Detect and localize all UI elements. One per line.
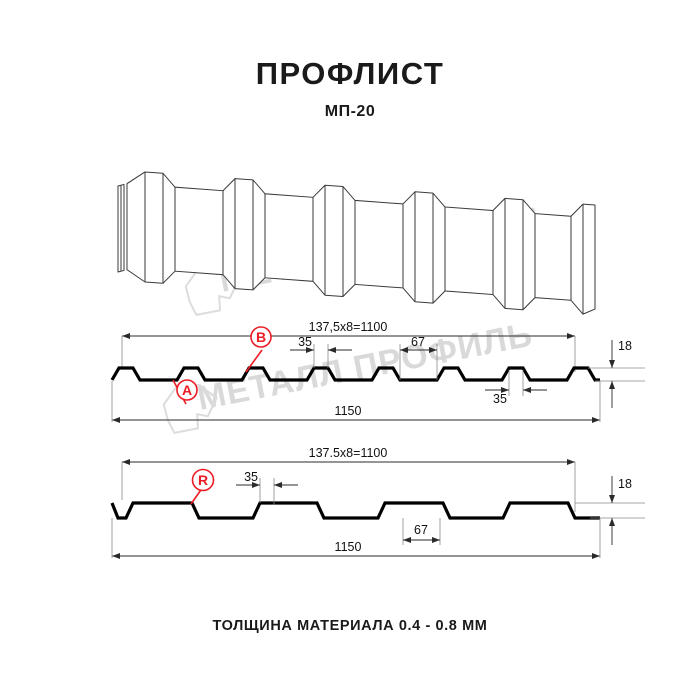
- dimension-rib-width-upper: 35: [290, 335, 352, 368]
- marker-r: R: [190, 468, 215, 505]
- profile-outline: [110, 501, 600, 520]
- dimension-bottom-width: 1150: [111, 518, 601, 559]
- dimension-label-width: 1150: [335, 540, 362, 554]
- dimension-label-pitch: 137.5x8=1100: [309, 446, 388, 460]
- dimension-label-pitch: 137,5x8=1100: [309, 320, 388, 334]
- dimension-label-valley-width: 67: [411, 335, 425, 349]
- dimension-height: 18: [575, 476, 645, 545]
- product-model-label: МП-20: [324, 103, 376, 120]
- dimension-label-height: 18: [618, 477, 632, 491]
- dimension-label-width: 1150: [335, 404, 362, 418]
- dimension-label-valley-width: 67: [414, 523, 428, 537]
- dimension-valley-width: 67: [402, 518, 441, 545]
- dimension-valley-width: 67: [399, 335, 438, 380]
- profile-outline: [110, 366, 600, 382]
- dimension-height: 18: [588, 339, 645, 408]
- dimension-label-height: 18: [618, 339, 632, 353]
- dimension-top-pitch: 137.5x8=1100: [121, 446, 576, 512]
- dimension-label-rib-width-lower: 35: [493, 392, 507, 406]
- dimension-top-pitch: 137,5x8=1100: [121, 320, 576, 372]
- dimension-label-rib-width: 35: [244, 470, 258, 484]
- isometric-sheet: [117, 171, 596, 315]
- marker-b: B: [245, 326, 272, 373]
- dimension-label-rib-width: 35: [298, 335, 312, 349]
- marker-a-label: A: [182, 382, 192, 398]
- page-title: ПРОФЛИСТ: [255, 56, 445, 91]
- marker-a: A: [172, 379, 198, 405]
- marker-b-label: B: [256, 329, 266, 345]
- marker-r-label: R: [198, 472, 208, 488]
- dimension-rib-width-lower: 35: [485, 370, 547, 406]
- material-thickness-note: ТОЛЩИНА МАТЕРИАЛА 0.4 - 0.8 ММ: [212, 618, 488, 634]
- dimension-bottom-width: 1150: [111, 381, 601, 423]
- dimension-rib-width: 35: [236, 470, 298, 505]
